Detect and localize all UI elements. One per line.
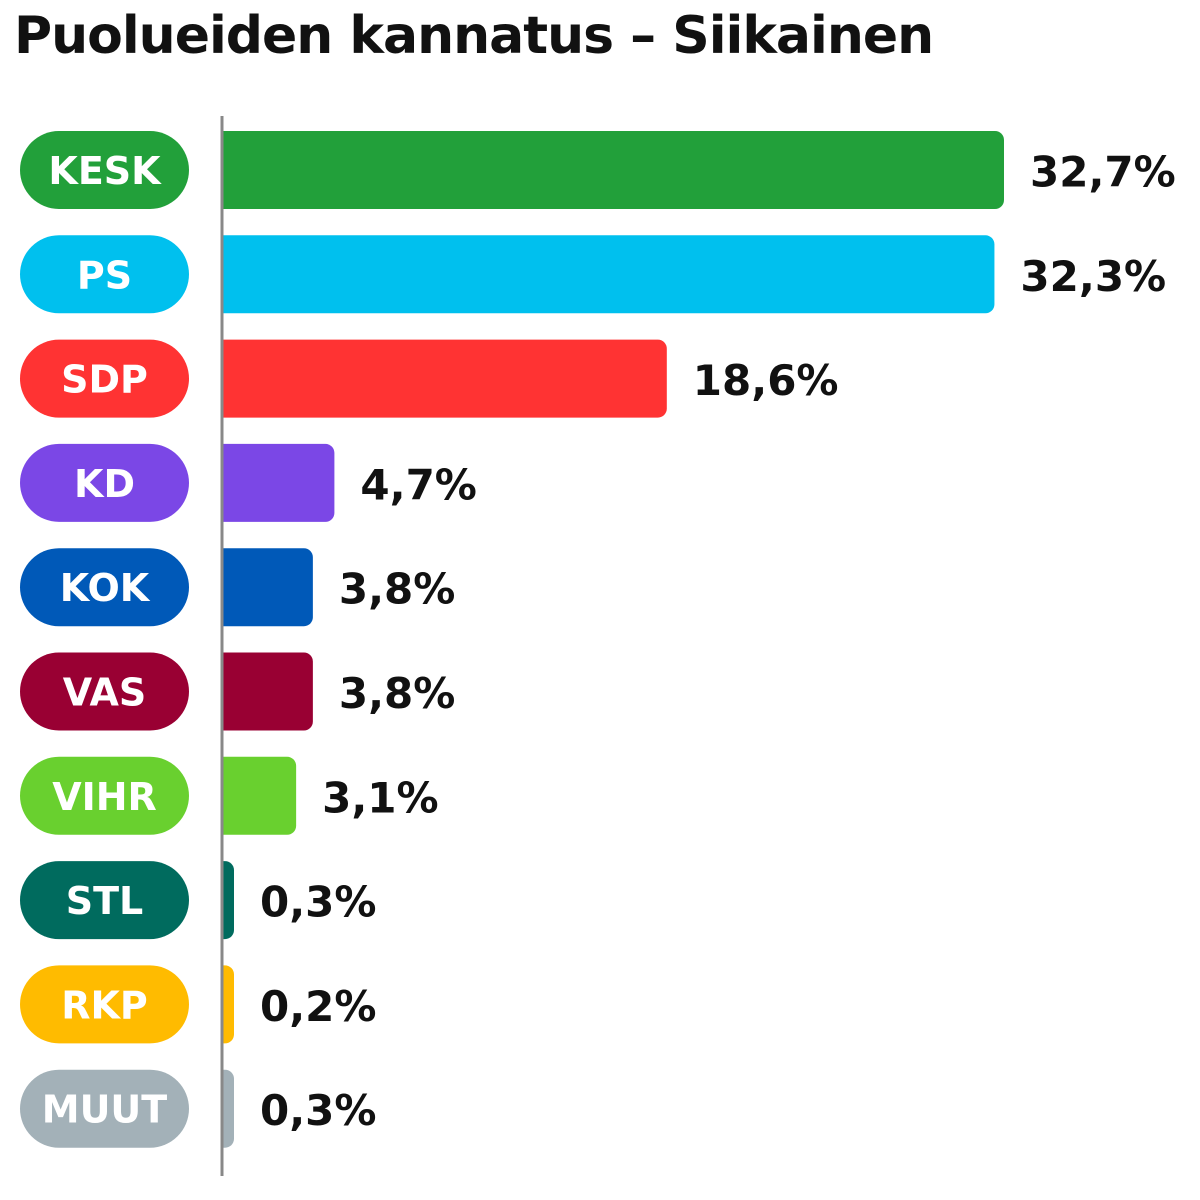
bar-vas <box>212 652 313 731</box>
value-labels: 32,7% 32,3% 18,6% 4,7% 3,8% 3,8% 3,1% 0,3% 0,2% 0… <box>260 148 1176 1136</box>
bars <box>210 110 1004 1190</box>
category-pill-ps <box>20 235 189 314</box>
bar-sdp <box>212 339 667 418</box>
value-label-ps: 32,3% <box>1020 252 1166 301</box>
bar-kd <box>212 443 335 522</box>
category-pill-rkp <box>20 965 189 1044</box>
category-label-sdp: SDP <box>61 358 148 402</box>
value-label-muut: 0,3% <box>260 1086 376 1135</box>
category-labels: KESK PS SDP KD KOK VAS VIHR STL RKP MUUT <box>20 131 189 1148</box>
bar-vihr <box>212 756 297 835</box>
category-pill-vas <box>20 652 189 731</box>
category-label-ps: PS <box>77 253 132 297</box>
category-label-muut: MUUT <box>42 1088 168 1132</box>
value-label-vas: 3,8% <box>339 669 455 718</box>
category-label-vihr: VIHR <box>52 775 157 819</box>
category-pill-sdp <box>20 339 189 418</box>
value-label-kd: 4,7% <box>360 460 476 509</box>
chart-title: Puolueiden kannatus – Siikainen <box>14 6 934 66</box>
category-label-kd: KD <box>74 462 135 506</box>
bar-ps <box>212 235 995 314</box>
category-pill-vihr <box>20 756 189 835</box>
category-label-kesk: KESK <box>48 149 162 193</box>
category-label-stl: STL <box>66 879 144 923</box>
category-pill-kok <box>20 548 189 627</box>
bar-kok <box>212 548 313 627</box>
category-label-vas: VAS <box>63 671 147 715</box>
value-label-vihr: 3,1% <box>322 773 438 822</box>
category-label-rkp: RKP <box>61 983 148 1027</box>
value-label-sdp: 18,6% <box>693 356 839 405</box>
bar-kesk <box>212 131 1004 209</box>
category-pill-kd <box>20 443 189 522</box>
value-label-kok: 3,8% <box>339 565 455 614</box>
category-pill-muut <box>20 1069 189 1148</box>
axis-mask <box>210 110 222 1190</box>
category-pill-stl <box>20 861 189 940</box>
value-label-rkp: 0,2% <box>260 982 376 1031</box>
value-label-kesk: 32,7% <box>1030 148 1176 197</box>
category-label-kok: KOK <box>60 566 151 610</box>
category-pill-kesk <box>20 131 189 209</box>
value-label-stl: 0,3% <box>260 878 376 927</box>
